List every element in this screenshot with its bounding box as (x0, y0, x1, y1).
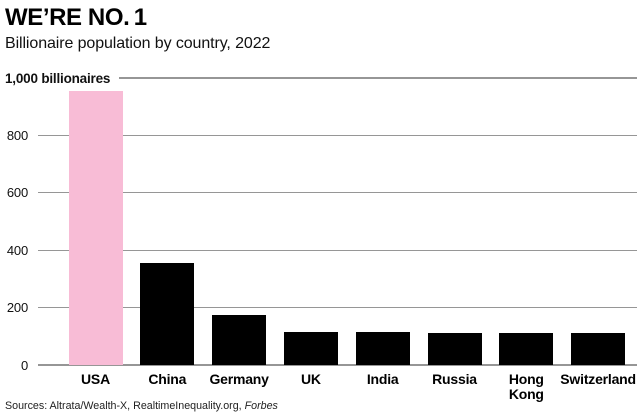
category-label-usa: USA (81, 371, 110, 387)
category-label-hong-kong: Hong Kong (508, 371, 544, 402)
gridline (38, 364, 637, 366)
y-axis-tick-0: 0 (5, 357, 637, 373)
bar-china (140, 262, 195, 365)
y-axis-tick-400: 400 (5, 242, 637, 258)
category-label-russia: Russia (432, 371, 477, 387)
source-publication-forbes: Forbes (244, 400, 278, 412)
bar-india (355, 332, 410, 365)
page-subtitle: Billionaire population by country, 2022 (5, 35, 271, 52)
gridline (38, 306, 637, 309)
bar-hong-kong (499, 332, 554, 365)
y-tick-label: 1,000 billionaires (5, 70, 111, 86)
y-tick-label: 0 (20, 357, 28, 373)
source-line: Sources: Altrata/Wealth-X, RealtimeInequ… (5, 400, 278, 413)
source-text: Sources: Altrata/Wealth-X, RealtimeInequ… (5, 400, 245, 412)
bar-germany (212, 315, 267, 365)
gridline (38, 134, 637, 137)
bar-uk (283, 331, 338, 365)
category-label-switzerland: Switzerland (560, 371, 636, 387)
category-label-china: China (148, 371, 187, 387)
bar-usa (68, 90, 123, 365)
y-tick-label: 400 (6, 242, 28, 258)
y-axis-tick-800: 800 (5, 127, 637, 143)
gridline (38, 192, 637, 194)
category-label-germany: Germany (209, 371, 269, 387)
y-axis-tick-1000: 1,000 billionaires (5, 70, 637, 86)
bar-switzerland (571, 333, 626, 365)
category-label-uk: UK (300, 371, 321, 387)
category-label-india: India (366, 371, 399, 387)
y-tick-label: 200 (6, 300, 28, 316)
y-axis-tick-200: 200 (5, 300, 637, 316)
y-tick-label: 600 (6, 185, 28, 201)
bar-russia (427, 332, 482, 365)
gridline (38, 249, 637, 251)
y-tick-label: 800 (6, 127, 28, 143)
gridline (119, 77, 637, 79)
page-title: WE’RE NO. 1 (5, 4, 147, 31)
y-axis-tick-600: 600 (5, 185, 637, 201)
